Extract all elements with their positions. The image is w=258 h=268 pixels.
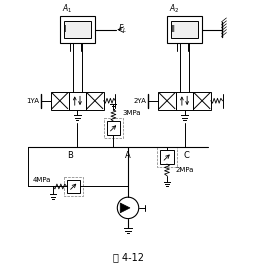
Text: 1YA: 1YA [26,98,39,104]
Bar [64,21,91,38]
Bar [167,16,202,43]
Bar [160,150,174,164]
Text: 4MPa: 4MPa [33,177,51,183]
Bar [107,121,120,135]
Polygon shape [120,203,130,213]
Bar [51,92,69,110]
Text: II: II [170,25,175,34]
Bar [69,92,86,110]
Bar [193,92,211,110]
Text: $A_1$: $A_1$ [62,2,72,15]
Text: $F_L$: $F_L$ [118,23,127,35]
Text: B: B [67,151,72,160]
Bar [171,21,198,38]
Text: 2YA: 2YA [134,98,147,104]
Text: 图 4-12: 图 4-12 [112,252,143,263]
Text: A: A [125,151,131,160]
Bar [158,92,176,110]
Text: 2MPa: 2MPa [176,167,194,173]
Bar [104,118,123,138]
Text: 3MPa: 3MPa [122,110,141,116]
Bar [157,147,177,167]
Bar [60,16,95,43]
Text: I: I [63,25,65,34]
Bar [176,92,193,110]
Bar [86,92,104,110]
Bar [64,177,83,196]
Bar [67,180,80,193]
Text: $A_2$: $A_2$ [169,2,180,15]
Text: C: C [183,151,189,160]
